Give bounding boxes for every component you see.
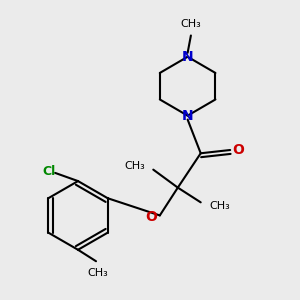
Text: O: O xyxy=(146,210,158,224)
Text: Cl: Cl xyxy=(42,165,55,178)
Text: N: N xyxy=(182,109,194,123)
Text: N: N xyxy=(182,50,194,64)
Text: CH₃: CH₃ xyxy=(181,19,201,29)
Text: O: O xyxy=(232,143,244,157)
Text: CH₃: CH₃ xyxy=(87,268,108,278)
Text: CH₃: CH₃ xyxy=(209,201,230,211)
Text: CH₃: CH₃ xyxy=(124,161,145,171)
